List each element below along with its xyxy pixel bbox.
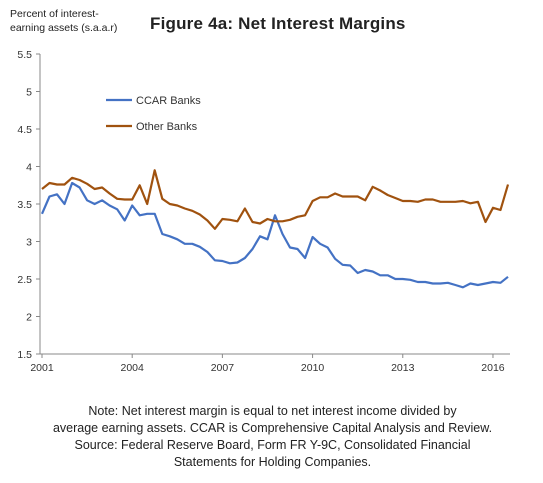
note-line-1: Note: Net interest margin is equal to ne… — [88, 404, 457, 418]
y-tick-label: 4.5 — [17, 124, 32, 136]
note-line-4: Statements for Holding Companies. — [173, 455, 372, 469]
chart-note: Note: Net interest margin is equal to ne… — [20, 403, 525, 471]
y-tick-label: 3.5 — [17, 199, 32, 211]
series-line-other-banks — [41, 169, 510, 230]
x-tick-label: 2010 — [301, 362, 325, 374]
legend-label-ccar-banks: CCAR Banks — [136, 95, 201, 107]
plot-area: 1.5 2 2.5 3 3.5 4 4.5 5 5.5 2001 2004 2007 2010 2013 2… — [17, 49, 510, 374]
x-tick-label: 2013 — [391, 362, 415, 374]
y-axis-label-line2: earning assets (s.a.a.r) — [10, 22, 118, 34]
x-tick-label: 2001 — [30, 362, 54, 374]
note-line-3: Source: Federal Reserve Board, Form FR Y… — [74, 438, 471, 452]
y-tick-label: 2 — [26, 312, 32, 324]
chart-title: Figure 4a: Net Interest Margins — [150, 14, 406, 33]
y-tick-label: 2.5 — [17, 274, 32, 286]
y-tick-label: 3 — [26, 237, 32, 249]
y-axis-label-line1: Percent of interest- — [10, 8, 99, 20]
x-tick-label: 2016 — [481, 362, 505, 374]
y-axis-label: Percent of interest- earning assets (s.a… — [10, 7, 150, 35]
x-tick-label: 2004 — [121, 362, 145, 374]
legend-label-other-banks: Other Banks — [136, 121, 198, 133]
note-line-2: average earning assets. CCAR is Comprehe… — [52, 421, 493, 435]
y-tick-label: 5 — [26, 87, 32, 99]
x-tick-label: 2007 — [211, 362, 235, 374]
y-tick-label: 5.5 — [17, 49, 32, 61]
y-tick-label: 4 — [26, 162, 32, 174]
series-line-ccar-banks — [40, 181, 509, 289]
y-tick-label: 1.5 — [17, 349, 32, 361]
